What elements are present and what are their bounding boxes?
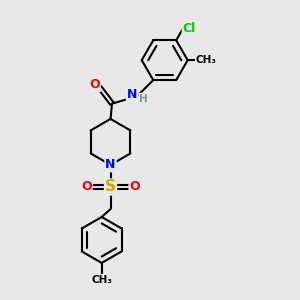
Text: N: N bbox=[105, 158, 116, 171]
Text: Cl: Cl bbox=[183, 22, 196, 35]
Text: H: H bbox=[139, 94, 148, 103]
Text: N: N bbox=[127, 88, 137, 101]
Text: CH₃: CH₃ bbox=[196, 55, 217, 65]
Text: O: O bbox=[81, 181, 92, 194]
Text: O: O bbox=[89, 78, 100, 91]
Text: CH₃: CH₃ bbox=[91, 275, 112, 285]
Text: O: O bbox=[129, 181, 140, 194]
Text: S: S bbox=[105, 179, 116, 194]
